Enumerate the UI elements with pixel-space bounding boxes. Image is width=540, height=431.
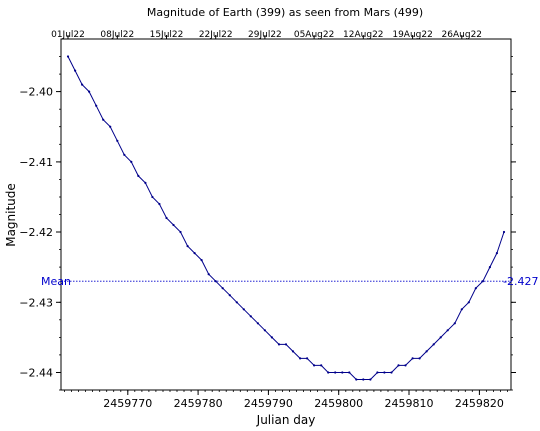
date-tick-label: 22Jul22 <box>199 30 233 40</box>
data-point <box>130 160 133 163</box>
data-point <box>151 195 154 199</box>
data-point <box>355 378 358 381</box>
data-point <box>256 322 259 325</box>
data-point <box>207 273 210 276</box>
data-point <box>411 357 414 360</box>
data-point <box>390 371 393 374</box>
data-point <box>74 69 77 72</box>
data-point <box>263 329 266 332</box>
data-point <box>179 230 182 234</box>
data-point <box>488 266 491 269</box>
data-point <box>214 280 217 283</box>
data-point <box>284 343 288 346</box>
date-tick-label: 08Jul22 <box>100 30 134 40</box>
data-point <box>158 202 161 206</box>
data-point <box>95 104 98 107</box>
data-point <box>270 336 273 339</box>
data-point <box>221 287 224 290</box>
date-tick-label: 15Jul22 <box>150 30 184 40</box>
data-point <box>334 371 337 374</box>
date-tick-label: 12Aug22 <box>343 30 383 40</box>
y-tick-label: −2.43 <box>19 296 53 309</box>
x-tick-label: 2459820 <box>455 397 504 410</box>
data-point <box>200 259 203 262</box>
data-point <box>172 223 175 227</box>
data-point <box>320 364 323 367</box>
mean-group: Mean -2.427 <box>41 275 538 288</box>
y-tick-label: −2.42 <box>19 226 53 239</box>
data-point <box>432 343 435 346</box>
date-tick-label: 05Aug22 <box>294 30 334 40</box>
x-tick-label: 2459800 <box>314 397 363 410</box>
data-series <box>66 55 506 381</box>
y-tick-label: −2.40 <box>19 86 53 99</box>
axis-ticks: −2.40 −2.41 −2.42 −2.43 −2.44 2459770 2459780 2… <box>19 30 516 410</box>
data-point <box>397 364 400 367</box>
data-point <box>249 315 252 318</box>
data-point <box>123 153 126 156</box>
data-point <box>109 125 112 128</box>
data-point <box>481 280 484 283</box>
data-point <box>460 308 463 311</box>
data-point <box>299 357 302 360</box>
data-point <box>348 371 351 374</box>
data-point <box>495 252 498 255</box>
data-point <box>102 118 105 121</box>
x-tick-label: 2459810 <box>385 397 434 410</box>
data-point <box>313 364 316 367</box>
mean-value: -2.427 <box>503 275 538 288</box>
data-point <box>362 378 365 381</box>
data-point <box>116 139 119 142</box>
y-tick-label: −2.41 <box>19 156 53 169</box>
data-point <box>186 245 189 248</box>
data-point <box>291 350 295 353</box>
data-point <box>341 371 344 374</box>
x-axis-label: Julian day <box>256 413 316 427</box>
data-point <box>81 83 84 86</box>
data-point <box>235 301 238 304</box>
plot-frame <box>60 38 512 391</box>
chart-title: Magnitude of Earth (399) as seen from Ma… <box>147 6 423 19</box>
data-point <box>467 301 470 304</box>
data-point <box>306 357 309 360</box>
data-point <box>453 322 456 325</box>
x-tick-label: 2459780 <box>174 397 223 410</box>
data-point <box>228 294 231 297</box>
data-point <box>383 371 386 374</box>
data-point <box>242 308 245 311</box>
data-point <box>66 55 70 58</box>
data-point <box>404 364 407 367</box>
data-point <box>418 357 421 360</box>
x-tick-label: 2459790 <box>244 397 293 410</box>
data-point <box>446 329 449 332</box>
data-point <box>137 174 140 177</box>
data-point <box>277 343 281 346</box>
data-point <box>474 287 477 290</box>
date-tick-label: 01Jul22 <box>51 30 85 40</box>
plot-area <box>61 39 511 390</box>
date-tick-label: 19Aug22 <box>392 30 432 40</box>
date-tick-label: 29Jul22 <box>248 30 282 40</box>
data-point <box>439 336 442 339</box>
x-tick-label: 2459770 <box>103 397 152 410</box>
date-tick-label: 26Aug22 <box>442 30 482 40</box>
data-point <box>165 216 168 220</box>
data-point <box>425 350 428 353</box>
data-point <box>193 252 196 255</box>
data-point <box>502 230 506 234</box>
mean-label: Mean <box>41 275 71 288</box>
data-point <box>369 378 372 381</box>
data-point <box>376 371 379 374</box>
data-point <box>88 90 91 93</box>
y-axis-label: Magnitude <box>4 183 18 247</box>
data-point <box>327 371 330 374</box>
data-point <box>144 181 147 184</box>
y-tick-label: −2.44 <box>19 367 53 380</box>
